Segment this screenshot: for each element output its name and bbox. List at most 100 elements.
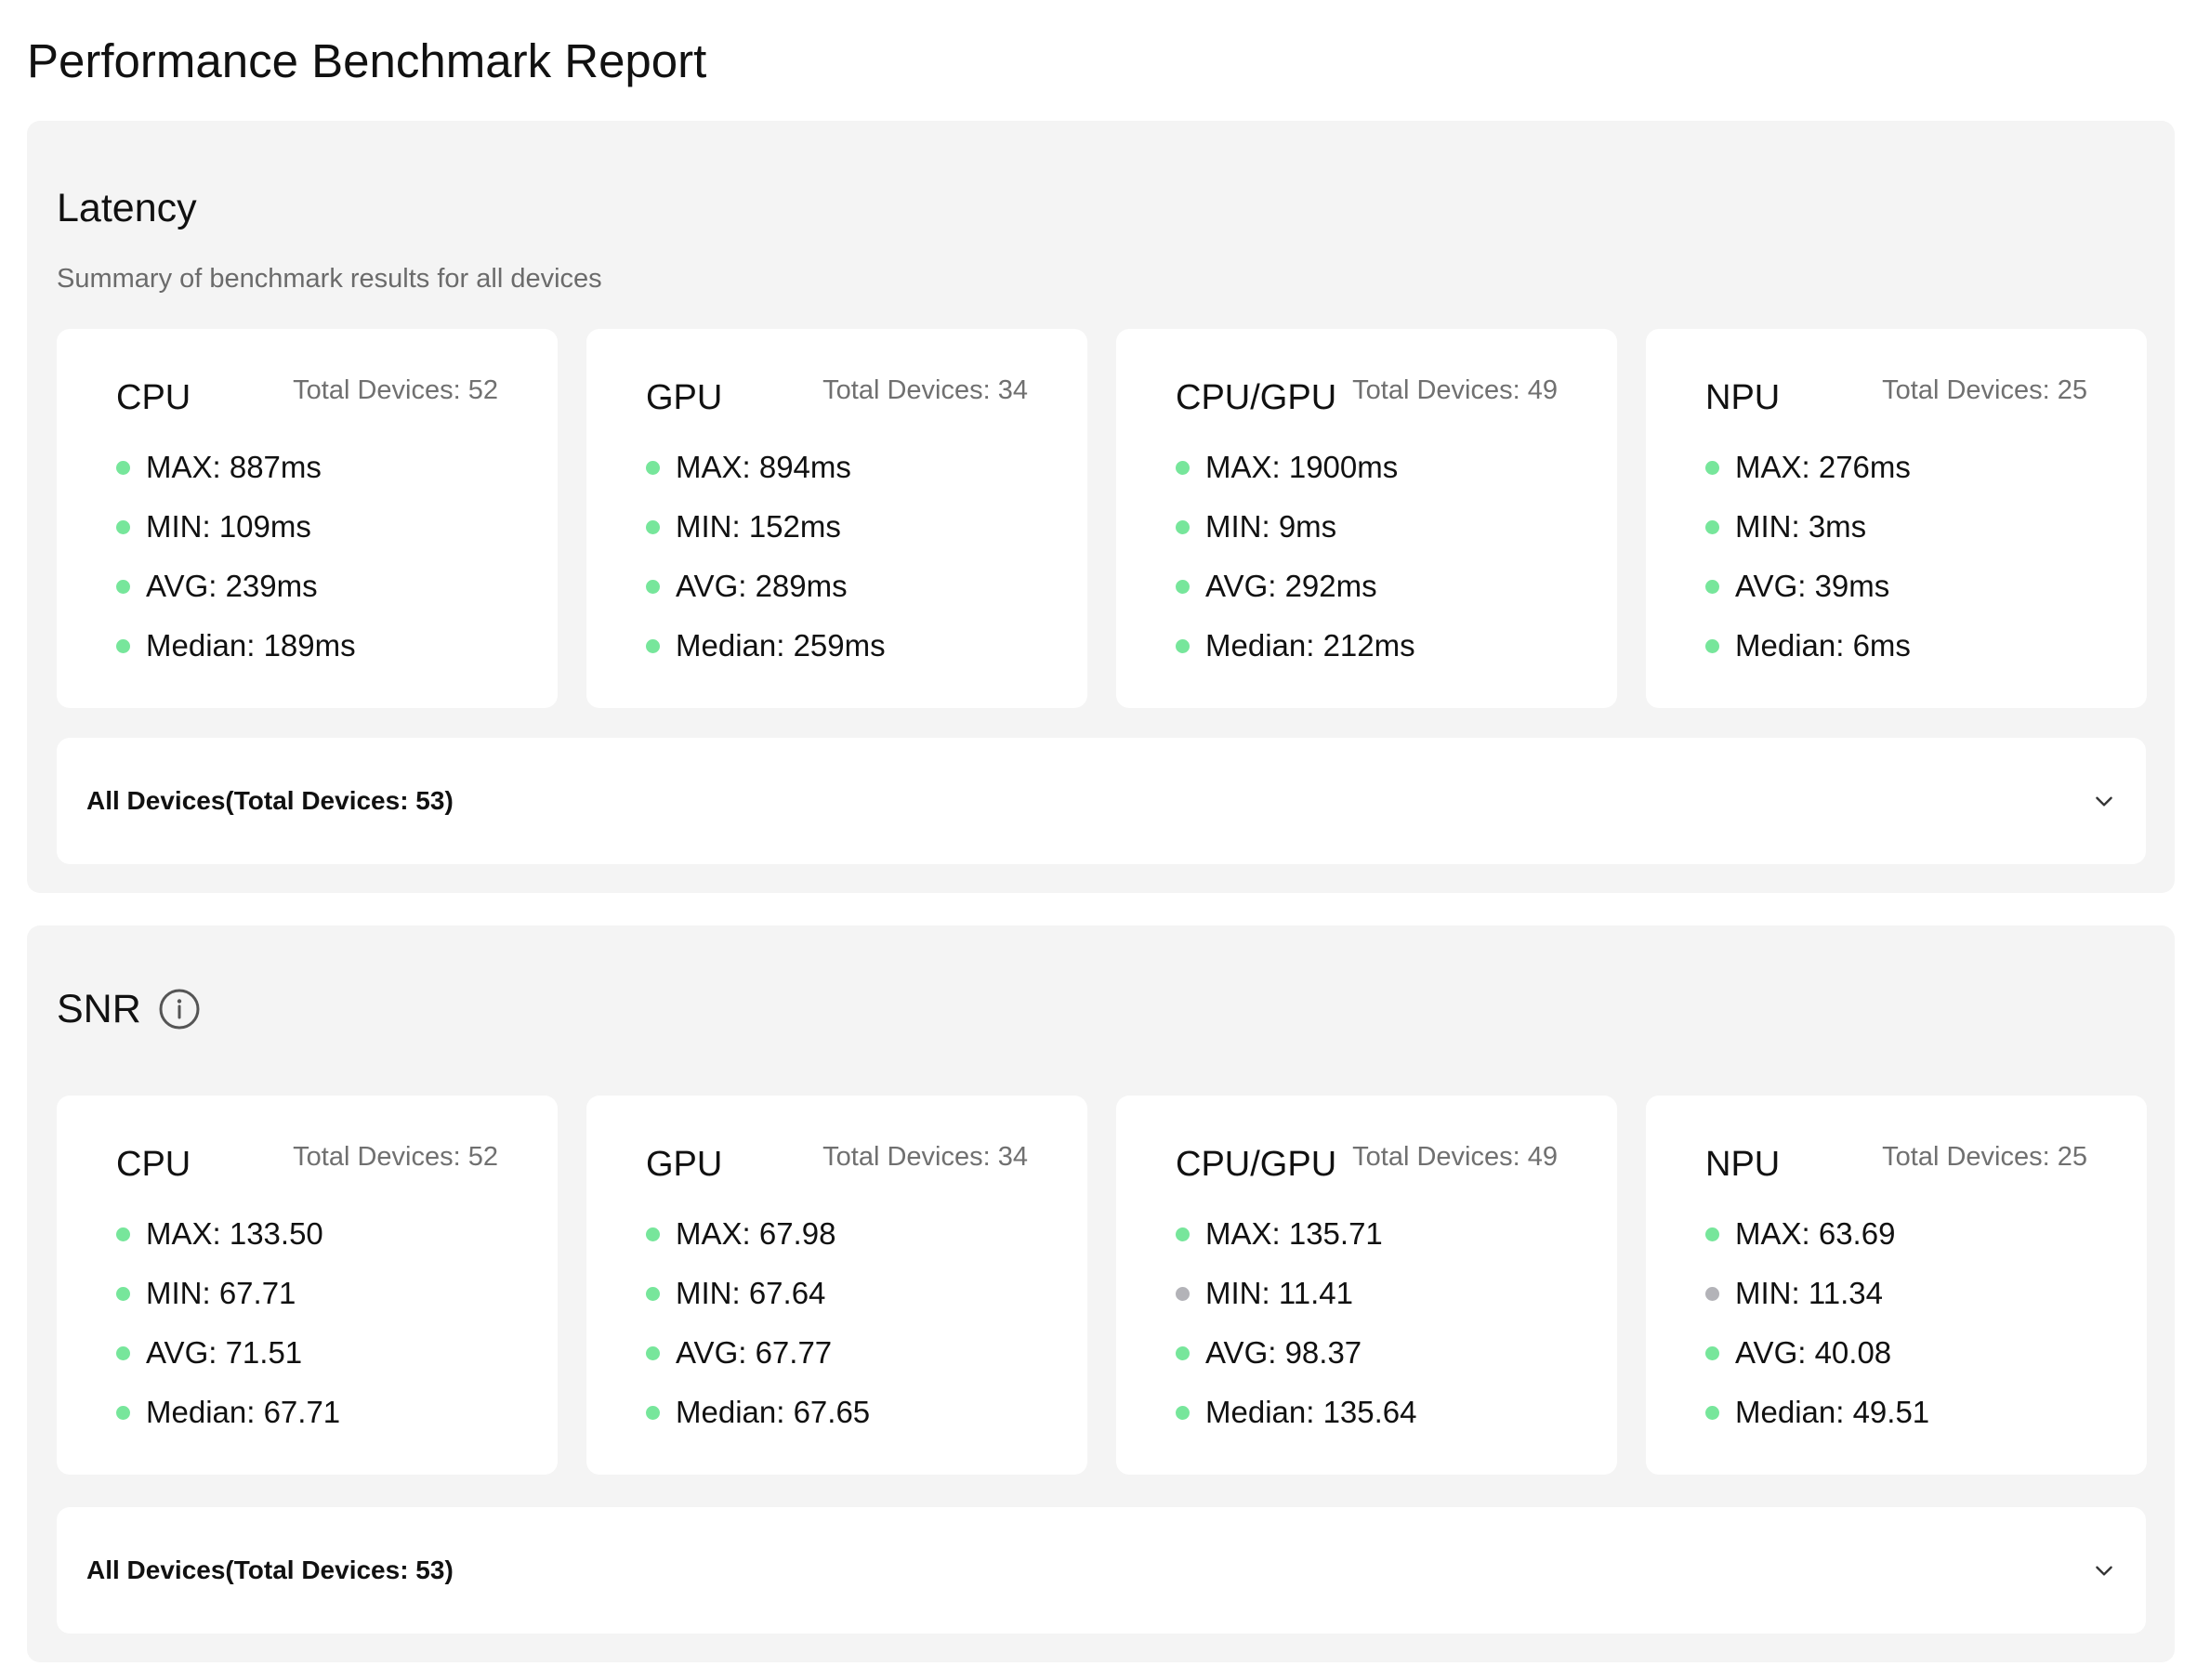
stat-median: Median: 212ms (1176, 616, 1415, 676)
stat-max: MAX: 276ms (1705, 438, 1911, 497)
stat-text: MIN: 11.34 (1735, 1276, 1883, 1310)
card-device-name: CPU (116, 378, 191, 417)
status-dot-icon (116, 519, 130, 534)
chevron-down-icon[interactable] (2092, 789, 2116, 813)
info-circle-icon[interactable] (158, 988, 201, 1030)
stat-median: Median: 67.71 (116, 1383, 340, 1442)
accordion-label: All Devices(Total Devices: 53) (86, 786, 454, 815)
stat-text: Median: 212ms (1205, 628, 1415, 663)
status-dot-icon (1176, 1286, 1190, 1301)
stat-median: Median: 6ms (1705, 616, 1911, 676)
status-dot-icon (646, 460, 660, 475)
stat-min: MIN: 3ms (1705, 497, 1911, 557)
snr-cards: CPU Total Devices: 52 MAX: 133.50 MIN: 6… (57, 1096, 2147, 1475)
stat-avg: AVG: 239ms (116, 557, 356, 616)
stat-avg: AVG: 289ms (646, 557, 886, 616)
status-dot-icon (116, 1405, 130, 1420)
card-total-devices: Total Devices: 49 (1352, 375, 1558, 405)
status-dot-icon (1176, 638, 1190, 653)
latency-card-cpu-gpu: CPU/GPU Total Devices: 49 MAX: 1900ms MI… (1116, 329, 1617, 708)
latency-title-text: Latency (57, 186, 197, 230)
latency-card-gpu: GPU Total Devices: 34 MAX: 894ms MIN: 15… (586, 329, 1087, 708)
stat-min: MIN: 9ms (1176, 497, 1415, 557)
stat-median: Median: 189ms (116, 616, 356, 676)
stat-text: AVG: 71.51 (146, 1335, 303, 1370)
status-dot-icon (1705, 579, 1719, 594)
latency-subtitle: Summary of benchmark results for all dev… (57, 264, 602, 294)
stat-min: MIN: 152ms (646, 497, 886, 557)
stat-text: AVG: 239ms (146, 569, 318, 603)
stat-avg: AVG: 67.77 (646, 1323, 870, 1383)
chevron-down-icon[interactable] (2092, 1558, 2116, 1582)
latency-section: Latency Summary of benchmark results for… (27, 121, 2175, 893)
card-total-devices: Total Devices: 34 (822, 1142, 1028, 1172)
status-dot-icon (1176, 1227, 1190, 1241)
stat-max: MAX: 67.98 (646, 1204, 870, 1264)
stat-text: MIN: 152ms (676, 509, 841, 544)
stat-median: Median: 259ms (646, 616, 886, 676)
status-dot-icon (1176, 579, 1190, 594)
card-device-name: CPU/GPU (1176, 378, 1337, 417)
latency-cards: CPU Total Devices: 52 MAX: 887ms MIN: 10… (57, 329, 2147, 708)
stat-text: MAX: 63.69 (1735, 1216, 1896, 1251)
latency-all-devices-accordion[interactable]: All Devices(Total Devices: 53) (57, 738, 2146, 864)
stat-list: MAX: 67.98 MIN: 67.64 AVG: 67.77 Median:… (646, 1204, 870, 1442)
stat-max: MAX: 135.71 (1176, 1204, 1417, 1264)
stat-median: Median: 135.64 (1176, 1383, 1417, 1442)
card-device-name: GPU (646, 1145, 723, 1184)
status-dot-icon (1176, 1345, 1190, 1360)
stat-text: AVG: 67.77 (676, 1335, 833, 1370)
card-device-name: CPU (116, 1145, 191, 1184)
card-total-devices: Total Devices: 52 (293, 375, 498, 405)
status-dot-icon (646, 638, 660, 653)
stat-list: MAX: 1900ms MIN: 9ms AVG: 292ms Median: … (1176, 438, 1415, 676)
stat-text: Median: 135.64 (1205, 1395, 1417, 1429)
latency-title: Latency (57, 182, 197, 234)
card-total-devices: Total Devices: 25 (1882, 1142, 2087, 1172)
card-total-devices: Total Devices: 25 (1882, 375, 2087, 405)
stat-min: MIN: 67.64 (646, 1264, 870, 1323)
stat-min: MIN: 11.41 (1176, 1264, 1417, 1323)
stat-text: MIN: 109ms (146, 509, 311, 544)
card-device-name: CPU/GPU (1176, 1145, 1337, 1184)
stat-text: MIN: 67.71 (146, 1276, 296, 1310)
stat-avg: AVG: 39ms (1705, 557, 1911, 616)
status-dot-icon (646, 579, 660, 594)
card-device-name: NPU (1705, 378, 1781, 417)
status-dot-icon (1705, 460, 1719, 475)
stat-text: AVG: 40.08 (1735, 1335, 1892, 1370)
status-dot-icon (646, 1286, 660, 1301)
stat-text: Median: 189ms (146, 628, 356, 663)
stat-text: AVG: 98.37 (1205, 1335, 1362, 1370)
stat-text: MIN: 9ms (1205, 509, 1337, 544)
status-dot-icon (116, 1286, 130, 1301)
stat-avg: AVG: 71.51 (116, 1323, 340, 1383)
accordion-label: All Devices(Total Devices: 53) (86, 1555, 454, 1584)
stat-text: AVG: 292ms (1205, 569, 1377, 603)
stat-text: AVG: 39ms (1735, 569, 1890, 603)
status-dot-icon (646, 1405, 660, 1420)
status-dot-icon (1705, 519, 1719, 534)
status-dot-icon (1705, 1286, 1719, 1301)
stat-avg: AVG: 98.37 (1176, 1323, 1417, 1383)
snr-all-devices-accordion[interactable]: All Devices(Total Devices: 53) (57, 1507, 2146, 1634)
status-dot-icon (1176, 1405, 1190, 1420)
stat-text: Median: 49.51 (1735, 1395, 1930, 1429)
stat-text: MAX: 276ms (1735, 450, 1911, 484)
stat-text: MAX: 1900ms (1205, 450, 1399, 484)
stat-max: MAX: 133.50 (116, 1204, 340, 1264)
stat-max: MAX: 63.69 (1705, 1204, 1929, 1264)
stat-median: Median: 67.65 (646, 1383, 870, 1442)
card-device-name: NPU (1705, 1145, 1781, 1184)
status-dot-icon (116, 460, 130, 475)
status-dot-icon (1176, 519, 1190, 534)
latency-card-cpu: CPU Total Devices: 52 MAX: 887ms MIN: 10… (57, 329, 558, 708)
snr-title-text: SNR (57, 987, 141, 1031)
snr-card-cpu-gpu: CPU/GPU Total Devices: 49 MAX: 135.71 MI… (1116, 1096, 1617, 1475)
stat-list: MAX: 63.69 MIN: 11.34 AVG: 40.08 Median:… (1705, 1204, 1929, 1442)
card-total-devices: Total Devices: 34 (822, 375, 1028, 405)
stat-median: Median: 49.51 (1705, 1383, 1929, 1442)
stat-text: Median: 6ms (1735, 628, 1911, 663)
stat-text: Median: 67.65 (676, 1395, 871, 1429)
stat-list: MAX: 135.71 MIN: 11.41 AVG: 98.37 Median… (1176, 1204, 1417, 1442)
